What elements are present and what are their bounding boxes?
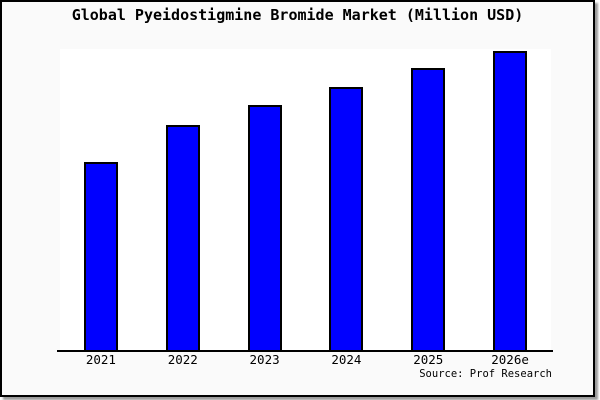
bar-2023 xyxy=(247,105,282,350)
x-tick-label-2026e: 2026e xyxy=(491,352,529,367)
bar-2021 xyxy=(83,161,118,350)
x-tick-label-2022: 2022 xyxy=(167,352,198,367)
x-tick-label-2021: 2021 xyxy=(85,352,116,367)
x-tick-label-2025: 2025 xyxy=(413,352,444,367)
x-axis-line xyxy=(57,350,553,352)
bar-2024 xyxy=(329,87,364,350)
x-tick-label-2024: 2024 xyxy=(331,352,362,367)
bar-2025 xyxy=(411,67,446,350)
bar-2022 xyxy=(165,125,200,350)
plot-area xyxy=(60,49,551,350)
x-tick-label-2023: 2023 xyxy=(249,352,280,367)
x-axis-tick-labels: 2021 2022 2023 2024 2025 2026e xyxy=(60,353,551,367)
chart-title: Global Pyeidostigmine Bromide Market (Mi… xyxy=(71,6,524,24)
bar-2026e xyxy=(493,50,528,350)
source-label: Source: Prof Research xyxy=(419,368,552,380)
